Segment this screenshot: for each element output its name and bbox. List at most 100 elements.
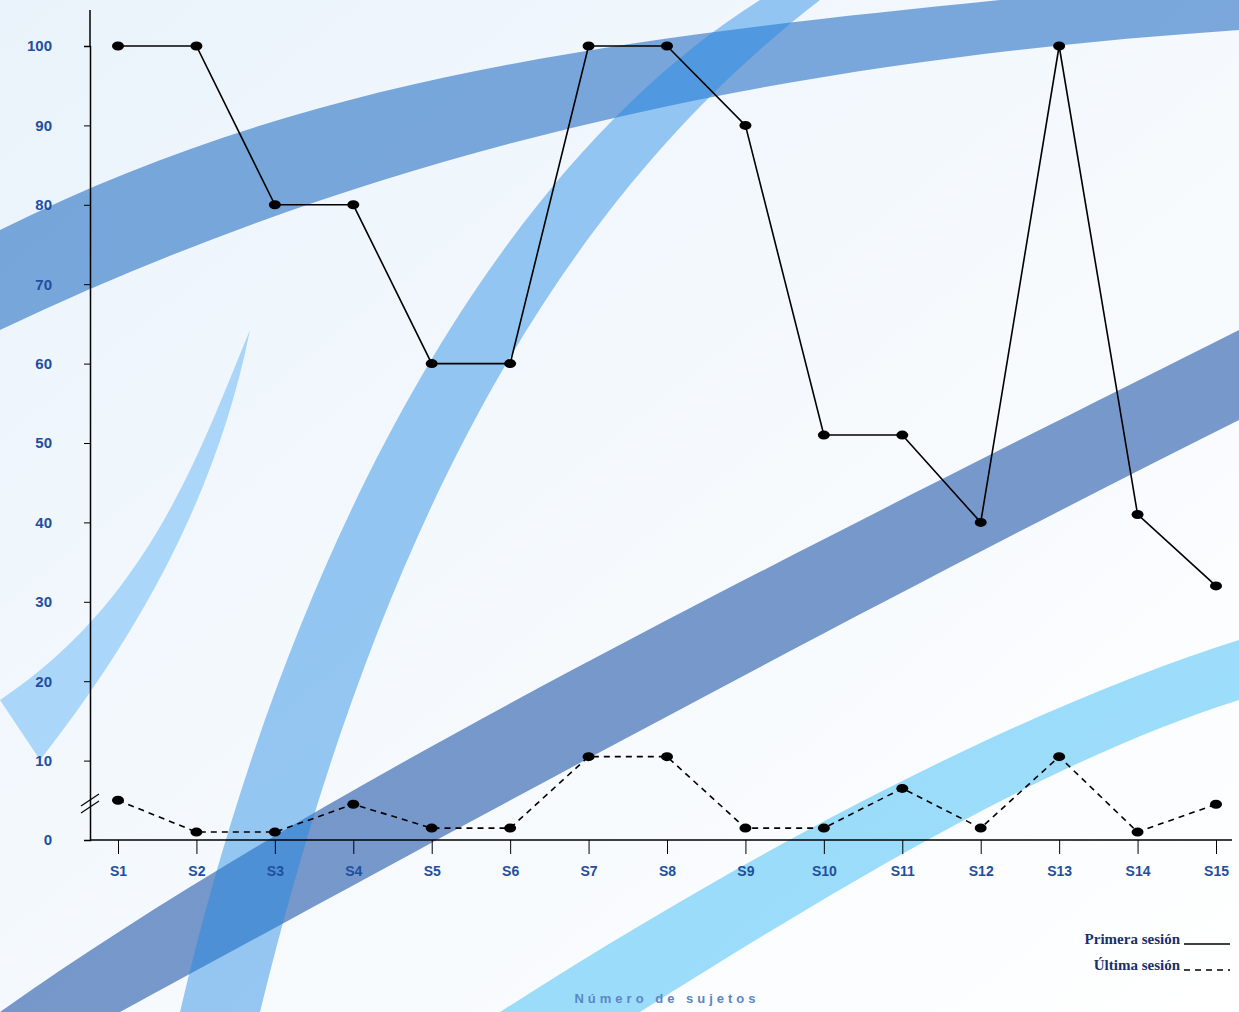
y-tick: 20 [35,673,90,690]
x-tick-mark [432,840,433,854]
plot-area [112,42,1222,837]
legend: Primera sesiónÚltima sesión [1085,931,1230,973]
x-tick-label: S1 [110,863,127,879]
series-marker [426,359,438,368]
background [0,0,1239,1012]
series-marker [975,518,987,527]
series-marker [583,42,595,51]
series-marker [269,200,281,209]
x-tick-label: S4 [345,863,362,879]
x-tick-mark [1138,840,1139,854]
x-tick: S11 [891,840,915,879]
x-tick-label: S2 [188,863,205,879]
y-tick-label: 40 [35,514,52,531]
y-tick: 60 [35,355,90,372]
decoration [0,0,1239,1012]
x-tick: S6 [502,840,519,879]
series-marker [739,121,751,130]
series-marker [583,752,595,761]
x-tick-mark [824,840,825,854]
series-marker [269,828,281,837]
x-axis-title: Número de sujetos [574,991,759,1006]
y-tick-label: 10 [35,752,52,769]
y-tick: 100 [27,37,90,54]
axis-break [81,794,99,813]
series-marker [896,431,908,440]
x-tick-mark [353,840,354,854]
x-tick-mark [275,840,276,854]
x-tick: S7 [581,840,598,879]
x-tick: S12 [969,840,994,879]
x-tick-mark [589,840,590,854]
x-tick-mark [196,840,197,854]
x-tick-mark [1059,840,1060,854]
legend-label: Primera sesión [1085,931,1181,947]
series-marker [1053,42,1065,51]
series-marker [896,784,908,793]
x-tick-mark [981,840,982,854]
axis-break-line [81,794,99,806]
x-tick: S4 [345,840,362,879]
swirl [0,330,250,760]
series-marker [504,824,516,833]
legend-swatch [1184,969,1230,971]
y-tick: 10 [35,752,90,769]
series-marker [112,42,124,51]
y-tick-mark [84,205,90,206]
swirl [500,640,1239,1012]
x-tick-label: S13 [1047,863,1072,879]
y-tick: 50 [35,434,90,451]
y-tick-mark [84,840,90,841]
x-tick: S5 [424,840,441,879]
y-tick-mark [84,125,90,126]
x-tick: S9 [737,840,754,879]
y-tick-label: 30 [35,593,52,610]
y-axis-line [84,47,91,841]
y-tick: 90 [35,117,90,134]
series-marker [504,359,516,368]
x-tick-label: S11 [891,863,915,879]
series-marker [112,796,124,805]
y-tick: 0 [44,831,90,848]
x-tick: S15 [1204,840,1229,879]
y-tick-label: 0 [44,831,52,848]
x-tick-label: S14 [1126,863,1151,879]
series-line [118,757,1216,832]
y-tick: 70 [35,276,90,293]
series-marker [1210,800,1222,809]
y-tick-label: 100 [27,37,52,54]
x-tick: S2 [188,840,205,879]
x-tick-label: S12 [969,863,994,879]
x-tick: S13 [1047,840,1072,879]
y-tick-label: 50 [35,434,52,451]
series-marker [739,824,751,833]
y-tick: 80 [35,196,90,213]
x-axis-line [90,839,1232,841]
y-tick-mark [84,522,90,523]
y-tick-label: 70 [35,276,52,293]
x-tick-mark [510,840,511,854]
y-tick: 40 [35,514,90,531]
y-tick-mark [84,364,90,365]
y-axis-extension [89,10,91,46]
x-tick-label: S5 [424,863,441,879]
y-tick-mark [84,284,90,285]
series-marker [818,824,830,833]
series-marker [1210,581,1222,590]
swirl [0,330,1239,1012]
series-marker [661,42,673,51]
x-tick: S8 [659,840,676,879]
x-tick: S1 [110,840,127,879]
y-tick: 30 [35,593,90,610]
chart: 0 10 20 30 40 50 60 70 80 90 100 S1 S2 S3 S4 S5 S6 S7 S8 S9… [0,0,1239,1012]
series-marker [190,828,202,837]
x-tick-mark [667,840,668,854]
y-tick-mark [84,443,90,444]
series-marker [1053,752,1065,761]
y-tick-label: 20 [35,673,52,690]
y-tick-mark [84,46,90,47]
x-tick-label: S3 [267,863,284,879]
series-marker [975,824,987,833]
x-tick-label: S7 [581,863,598,879]
x-tick-label: S9 [737,863,754,879]
